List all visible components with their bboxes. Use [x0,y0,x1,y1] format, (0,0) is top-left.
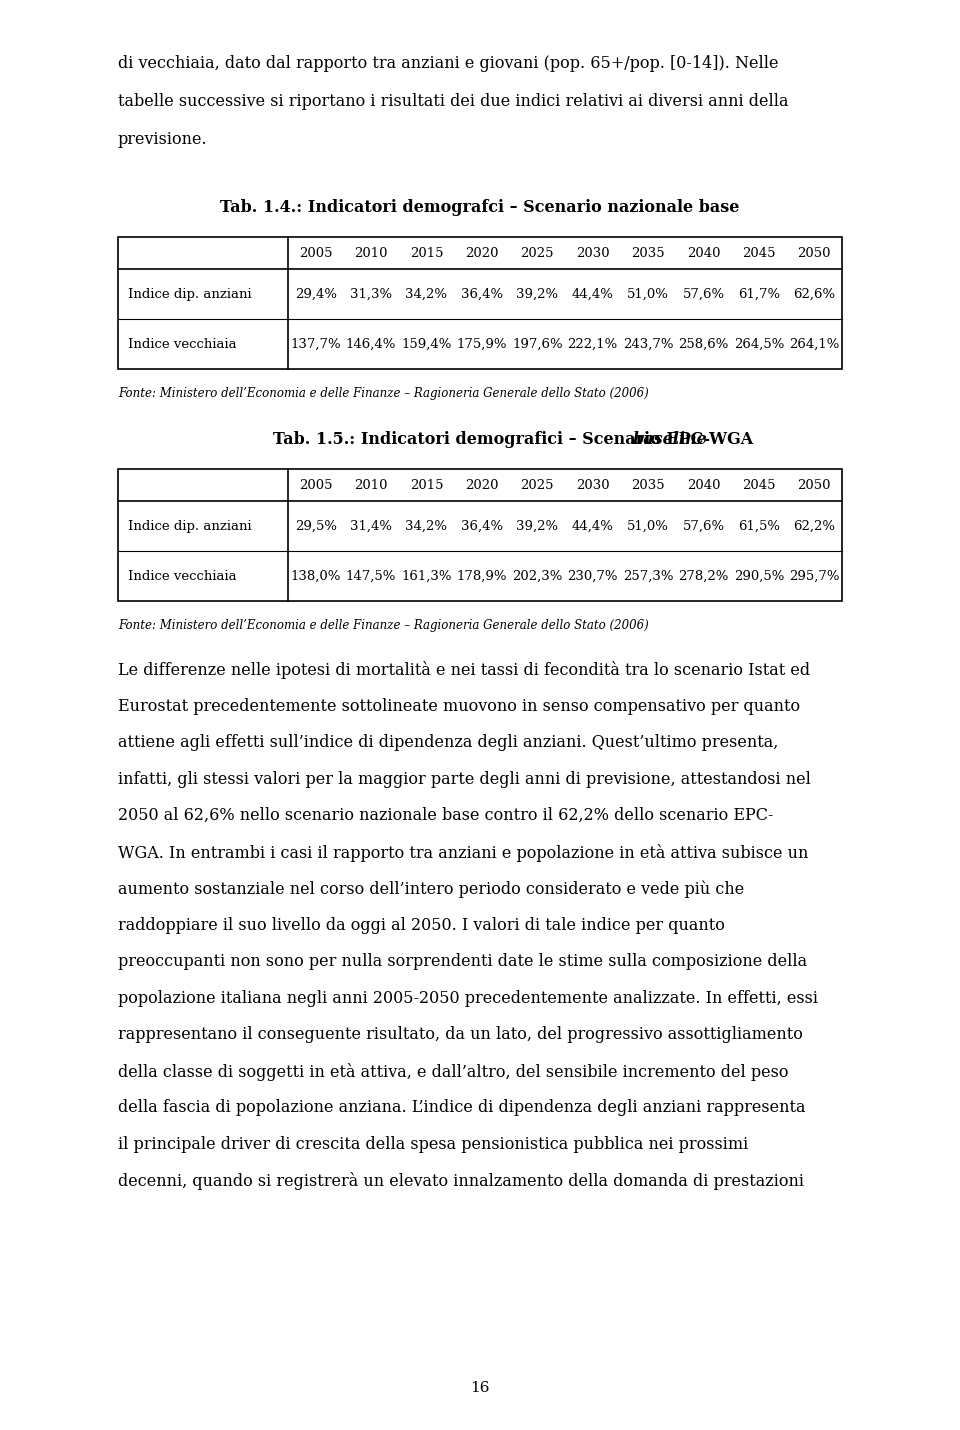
Text: 161,3%: 161,3% [401,569,452,582]
Text: 159,4%: 159,4% [401,337,452,350]
Text: decenni, quando si registrerà un elevato innalzamento della domanda di prestazio: decenni, quando si registrerà un elevato… [118,1173,804,1190]
Text: 243,7%: 243,7% [623,337,673,350]
Text: rappresentano il conseguente risultato, da un lato, del progressivo assottigliam: rappresentano il conseguente risultato, … [118,1025,803,1042]
Text: 61,5%: 61,5% [738,519,780,532]
Text: 2050: 2050 [798,246,831,259]
Text: 31,3%: 31,3% [350,287,393,300]
Text: popolazione italiana negli anni 2005-2050 precedentemente analizzate. In effetti: popolazione italiana negli anni 2005-205… [118,990,818,1007]
Text: baseline: baseline [633,430,708,448]
Text: il principale driver di crescita della spesa pensionistica pubblica nei prossimi: il principale driver di crescita della s… [118,1135,748,1153]
Text: 34,2%: 34,2% [405,287,447,300]
Text: attiene agli effetti sull’indice di dipendenza degli anziani. Quest’ultimo prese: attiene agli effetti sull’indice di dipe… [118,734,779,751]
Text: aumento sostanziale nel corso dell’intero periodo considerato e vede più che: aumento sostanziale nel corso dell’inter… [118,879,744,898]
Text: Eurostat precedentemente sottolineate muovono in senso compensativo per quanto: Eurostat precedentemente sottolineate mu… [118,698,800,715]
Text: 197,6%: 197,6% [512,337,563,350]
Text: 2030: 2030 [576,479,610,492]
Text: 264,5%: 264,5% [733,337,784,350]
Text: 16: 16 [470,1381,490,1396]
Text: 2050 al 62,6% nello scenario nazionale base contro il 62,2% dello scenario EPC-: 2050 al 62,6% nello scenario nazionale b… [118,807,774,824]
Text: 230,7%: 230,7% [567,569,618,582]
Text: 36,4%: 36,4% [461,287,503,300]
Text: 2040: 2040 [686,479,720,492]
Text: Fonte: Ministero dell’Economia e delle Finanze – Ragioneria Generale dello Stato: Fonte: Ministero dell’Economia e delle F… [118,388,649,400]
Text: 51,0%: 51,0% [627,287,669,300]
Text: 222,1%: 222,1% [567,337,618,350]
Text: 34,2%: 34,2% [405,519,447,532]
Bar [118,469,842,601]
Text: Fonte: Ministero dell’Economia e delle Finanze – Ragioneria Generale dello Stato: Fonte: Ministero dell’Economia e delle F… [118,619,649,632]
Text: 62,2%: 62,2% [793,519,835,532]
Text: 2025: 2025 [520,479,554,492]
Text: di vecchiaia, dato dal rapporto tra anziani e giovani (pop. 65+/pop. [0-14]). Ne: di vecchiaia, dato dal rapporto tra anzi… [118,54,779,72]
Text: Indice dip. anziani: Indice dip. anziani [128,287,252,300]
Text: 57,6%: 57,6% [683,287,725,300]
Text: 295,7%: 295,7% [789,569,840,582]
Text: 2005: 2005 [299,246,332,259]
Text: 2020: 2020 [466,246,498,259]
Text: 2035: 2035 [632,246,665,259]
Text: 31,4%: 31,4% [350,519,392,532]
Text: Indice dip. anziani: Indice dip. anziani [128,519,252,532]
Text: 2030: 2030 [576,246,610,259]
Text: 2010: 2010 [354,246,388,259]
Text: preoccupanti non sono per nulla sorprendenti date le stime sulla composizione de: preoccupanti non sono per nulla sorprend… [118,952,807,970]
Text: Indice vecchiaia: Indice vecchiaia [128,569,236,582]
Text: 2010: 2010 [354,479,388,492]
Text: 175,9%: 175,9% [457,337,507,350]
Text: della classe di soggetti in età attiva, e dall’altro, del sensibile incremento d: della classe di soggetti in età attiva, … [118,1062,788,1081]
Text: 2045: 2045 [742,479,776,492]
Text: 57,6%: 57,6% [683,519,725,532]
Text: 2025: 2025 [520,246,554,259]
Text: 29,5%: 29,5% [295,519,337,532]
Text: 278,2%: 278,2% [679,569,729,582]
Text: 2040: 2040 [686,246,720,259]
Text: 51,0%: 51,0% [627,519,669,532]
Text: Tab. 1.5.: Indicatori demografici – Scenario EPC-WGA: Tab. 1.5.: Indicatori demografici – Scen… [273,430,758,448]
Text: 2045: 2045 [742,246,776,259]
Text: 138,0%: 138,0% [291,569,341,582]
Text: infatti, gli stessi valori per la maggior parte degli anni di previsione, attest: infatti, gli stessi valori per la maggio… [118,771,811,788]
Text: 147,5%: 147,5% [346,569,396,582]
Text: della fascia di popolazione anziana. L’indice di dipendenza degli anziani rappre: della fascia di popolazione anziana. L’i… [118,1100,805,1115]
Text: 2015: 2015 [410,479,444,492]
Text: 44,4%: 44,4% [572,519,613,532]
Text: 44,4%: 44,4% [572,287,613,300]
Text: 2005: 2005 [299,479,332,492]
Text: 264,1%: 264,1% [789,337,839,350]
Text: 2035: 2035 [632,479,665,492]
Text: 202,3%: 202,3% [512,569,563,582]
Text: 258,6%: 258,6% [679,337,729,350]
Text: 39,2%: 39,2% [516,519,559,532]
Text: Indice vecchiaia: Indice vecchiaia [128,337,236,350]
Text: previsione.: previsione. [118,132,207,147]
Text: 36,4%: 36,4% [461,519,503,532]
Text: 2020: 2020 [466,479,498,492]
Text: Tab. 1.4.: Indicatori demografci – Scenario nazionale base: Tab. 1.4.: Indicatori demografci – Scena… [220,199,740,216]
Text: raddoppiare il suo livello da oggi al 2050. I valori di tale indice per quanto: raddoppiare il suo livello da oggi al 20… [118,917,725,934]
Text: 2050: 2050 [798,479,831,492]
Text: 178,9%: 178,9% [457,569,507,582]
Text: 257,3%: 257,3% [623,569,673,582]
Text: 290,5%: 290,5% [733,569,784,582]
Text: 62,6%: 62,6% [793,287,835,300]
Text: 61,7%: 61,7% [738,287,780,300]
Text: 146,4%: 146,4% [346,337,396,350]
Text: WGA. In entrambi i casi il rapporto tra anziani e popolazione in età attiva subi: WGA. In entrambi i casi il rapporto tra … [118,844,808,861]
Text: tabelle successive si riportano i risultati dei due indici relativi ai diversi a: tabelle successive si riportano i risult… [118,93,788,110]
Text: Le differenze nelle ipotesi di mortalità e nei tassi di fecondità tra lo scenari: Le differenze nelle ipotesi di mortalità… [118,661,810,679]
Text: 29,4%: 29,4% [295,287,337,300]
Text: 137,7%: 137,7% [290,337,341,350]
Text: 39,2%: 39,2% [516,287,559,300]
Bar [118,237,842,369]
Text: 2015: 2015 [410,246,444,259]
